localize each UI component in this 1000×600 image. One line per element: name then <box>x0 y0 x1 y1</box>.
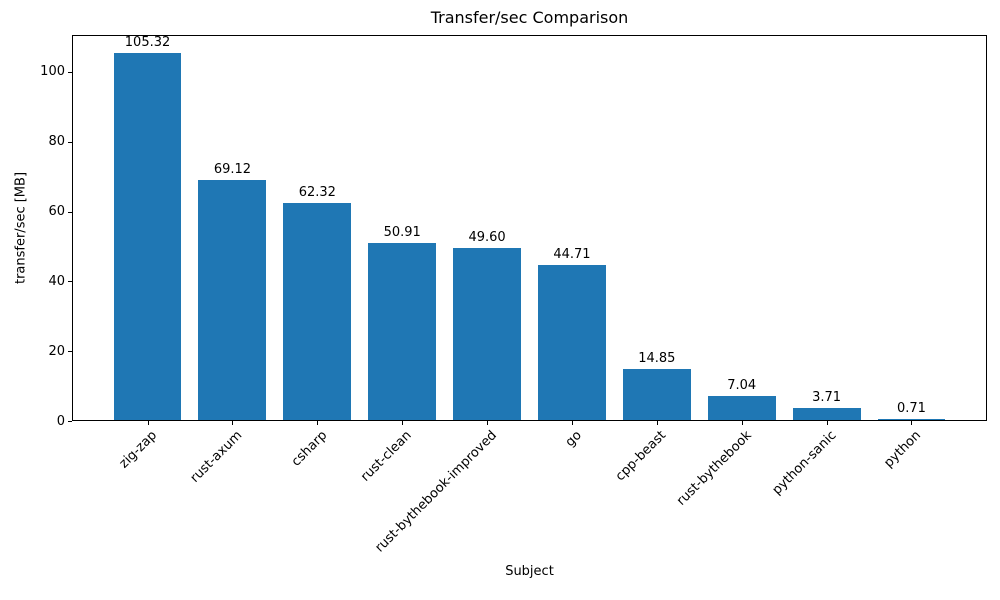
x-tick-label-rust-bythebook: rust-bythebook <box>673 428 755 509</box>
y-tick-label: 80 <box>48 134 65 150</box>
bar-value-label: 62.32 <box>298 185 336 201</box>
bar-value-label: 50.91 <box>383 225 421 241</box>
bar-value-label: 3.71 <box>812 390 842 406</box>
bar-rust-bythebook-improved <box>453 247 521 420</box>
bar-rust-bythebook <box>707 396 776 420</box>
bar-go <box>537 264 606 420</box>
x-tick-mark <box>147 421 149 425</box>
y-tick-mark <box>68 211 72 213</box>
x-tick-mark <box>571 421 573 425</box>
x-tick-mark <box>317 421 319 425</box>
bar-value-label: 49.60 <box>468 229 506 245</box>
x-tick-mark <box>402 421 404 425</box>
bar-value-label: 14.85 <box>638 351 676 367</box>
x-tick-mark <box>232 421 234 425</box>
bar-csharp <box>283 203 352 420</box>
x-tick-label-rust-clean: rust-clean <box>358 428 415 485</box>
y-tick-mark <box>68 71 72 73</box>
x-tick-mark <box>656 421 658 425</box>
x-tick-label-python: python <box>881 428 925 471</box>
x-tick-mark <box>911 421 913 425</box>
x-tick-label-go: go <box>562 428 585 451</box>
y-tick-label: 0 <box>56 413 65 429</box>
x-tick-label-python-sanic: python-sanic <box>769 428 840 498</box>
x-tick-label-cpp-beast: cpp-beast <box>613 428 670 485</box>
x-tick-mark <box>487 421 489 425</box>
bar-python-sanic <box>792 408 861 420</box>
y-tick-label: 100 <box>40 64 65 80</box>
y-tick-mark <box>68 351 72 353</box>
bar-value-label: 44.71 <box>553 246 591 262</box>
bar-value-label: 0.71 <box>896 400 926 416</box>
chart-title: Transfer/sec Comparison <box>430 8 629 27</box>
bar-value-label: 105.32 <box>124 35 171 51</box>
y-tick-label: 20 <box>48 343 65 359</box>
bar-value-label: 69.12 <box>213 161 252 177</box>
bar-cpp-beast <box>622 369 691 420</box>
x-tick-mark <box>741 421 743 425</box>
y-tick-label: 60 <box>48 204 65 220</box>
x-tick-label-csharp: csharp <box>288 428 330 470</box>
y-tick-mark <box>68 281 72 283</box>
x-axis-label: Subject <box>505 564 554 579</box>
y-tick-mark <box>68 141 72 143</box>
y-tick-mark <box>68 421 72 422</box>
bar-zig-zap <box>113 53 182 420</box>
x-tick-label-rust-axum: rust-axum <box>187 428 246 486</box>
x-tick-mark <box>826 421 828 425</box>
y-axis-label: transfer/sec [MB] <box>13 171 29 285</box>
bar-python <box>877 418 946 420</box>
y-tick-label: 40 <box>48 273 65 289</box>
bar-rust-clean <box>368 243 437 420</box>
bar-rust-axum <box>198 179 267 420</box>
bar-value-label: 7.04 <box>727 378 757 394</box>
x-tick-label-zig-zap: zig-zap <box>116 428 161 472</box>
